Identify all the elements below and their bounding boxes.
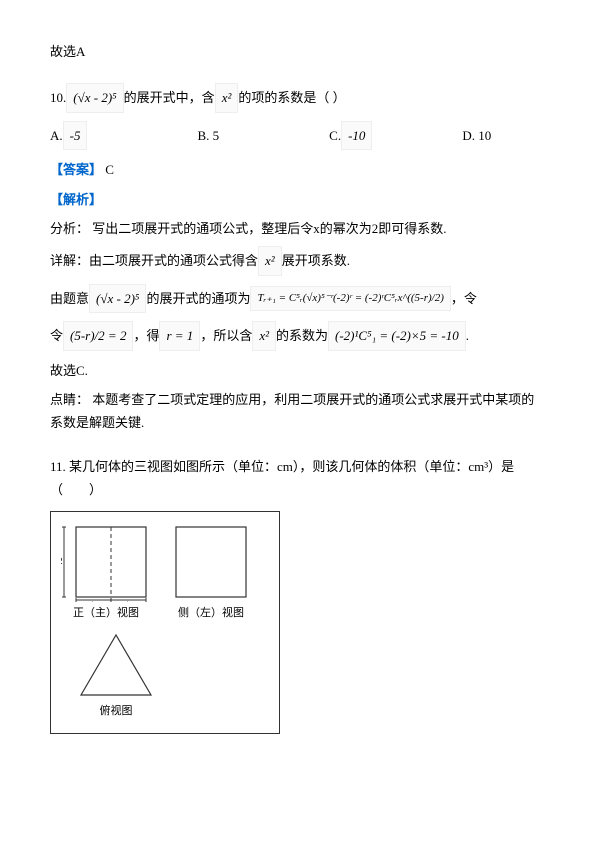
prev-text: 故选A [50, 44, 85, 59]
dim-1b: 1 [125, 600, 130, 602]
q10-detail-1: 详解： 由二项展开式的通项公式得含 x² 展开项系数. [50, 246, 545, 275]
three-view-diagram: 2 1 1 正（主）视图 侧（左）视图 俯视图 [50, 511, 280, 734]
front-label: 正（主）视图 [73, 604, 139, 620]
detail-text1: 由二项展开式的通项公式得含 [89, 249, 258, 272]
optD: D. 10 [462, 124, 491, 147]
detail-text4: 的展开式的通项为 [146, 287, 250, 310]
detail-expr3: (5-r)/2 = 2 [63, 321, 133, 350]
answer-value: C [105, 162, 114, 177]
optC-val: -10 [341, 121, 372, 150]
q10-mid: 的展开式中，含 [124, 86, 215, 109]
detail-expr5: (-2)¹C⁵₁ = (-2)×5 = -10 [328, 321, 466, 350]
q10-options: A. -5 B. 5 C. -10 D. 10 [50, 121, 545, 150]
optA-label: A. [50, 124, 63, 147]
q10-expr2: x² [215, 83, 239, 112]
spacer [50, 69, 545, 83]
detail-label: 详解： [50, 249, 89, 272]
q10-analysis-body: 分析： 写出二项展开式的通项公式，整理后令x的幂次为2即可得系数. [50, 217, 545, 240]
q10-suffix: 的项的系数是（ ） [238, 86, 345, 109]
q11-stem: 11. 某几何体的三视图如图所示（单位：cm），则该几何体的体积（单位：cm³）… [50, 455, 545, 502]
spacer2 [50, 441, 545, 455]
top-view-box: 俯视图 [71, 630, 161, 718]
q10-answer-row: 【答案】 C [50, 158, 545, 181]
detail-x2b: x² [252, 321, 276, 350]
front-view-box: 2 1 1 正（主）视图 [61, 522, 151, 620]
side-view-box: 侧（左）视图 [171, 522, 251, 620]
side-view-svg [171, 522, 251, 602]
detail-text2: 展开项系数. [282, 249, 350, 272]
q10-expr1: (√x - 2)⁵ [66, 83, 123, 112]
q10-detail-2: 由题意 (√x - 2)⁵ 的展开式的通项为 Tᵣ₊₁ = C⁵ᵣ(√x)⁵⁻ʳ… [50, 284, 545, 313]
analysis-sub: 分析： [50, 221, 89, 236]
top-label: 俯视图 [100, 702, 133, 718]
prev-conclusion: 故选A [50, 40, 545, 63]
front-view-svg: 2 1 1 [61, 522, 151, 602]
dim-2-label: 2 [61, 556, 63, 566]
detail-expr4: r = 1 [159, 321, 200, 350]
detail-expr2: Tᵣ₊₁ = C⁵ᵣ(√x)⁵⁻ʳ(-2)ʳ = (-2)ʳC⁵ᵣx^((5-r… [250, 286, 450, 312]
q10-stem: 10. (√x - 2)⁵ 的展开式中，含 x² 的项的系数是（ ） [50, 83, 545, 112]
detail-text6: ，得 [133, 324, 159, 347]
diagram-top-row: 2 1 1 正（主）视图 侧（左）视图 [61, 522, 269, 620]
optA-val: -5 [63, 121, 88, 150]
optC-label: C. [329, 124, 341, 147]
detail-text8: 的系数为 [276, 324, 328, 347]
detail-text7: ，所以含 [200, 324, 252, 347]
note-text: 本题考查了二项式定理的应用，利用二项展开式的通项公式求展开式中某项的系数是解题关… [50, 392, 534, 430]
q10-conclusion: 故选C. [50, 359, 545, 382]
q10-analysis-row: 【解析】 [50, 188, 545, 211]
detail-text9: . [466, 324, 469, 347]
top-view-svg [71, 630, 161, 700]
answer-label: 【答案】 [50, 162, 102, 177]
q10-prefix: 10. [50, 86, 66, 109]
diagram-bottom-row: 俯视图 [61, 630, 269, 718]
q11-stem-text: 11. 某几何体的三视图如图所示（单位：cm），则该几何体的体积（单位：cm³）… [50, 459, 514, 497]
optB: B. 5 [197, 124, 219, 147]
detail-text5: ，令 [451, 287, 477, 310]
side-label: 侧（左）视图 [178, 604, 244, 620]
analysis-text1: 写出二项展开式的通项公式，整理后令x的幂次为2即可得系数. [92, 221, 446, 236]
detail-x2: x² [258, 246, 282, 275]
q10-detail-3: 令 (5-r)/2 = 2 ，得 r = 1 ，所以含 x² 的系数为 (-2)… [50, 321, 545, 350]
q10-note: 点睛： 本题考查了二项式定理的应用，利用二项展开式的通项公式求展开式中某项的系数… [50, 388, 545, 435]
detail-let: 令 [50, 324, 63, 347]
conclusion-text: 故选C. [50, 363, 88, 378]
detail-text3: 由题意 [50, 287, 89, 310]
dim-1a: 1 [90, 600, 95, 602]
detail-expr1: (√x - 2)⁵ [89, 284, 146, 313]
note-label: 点睛： [50, 392, 89, 407]
analysis-label: 【解析】 [50, 192, 102, 207]
